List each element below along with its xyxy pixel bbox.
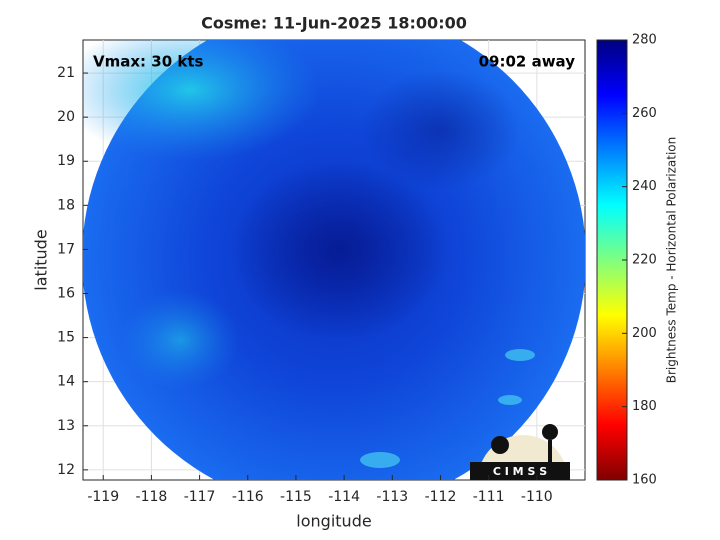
y-tick-label: 20 bbox=[57, 109, 75, 125]
x-tick-label: -114 bbox=[328, 489, 360, 505]
logo: C I M S S bbox=[470, 424, 570, 480]
x-tick-label: -113 bbox=[376, 489, 408, 505]
annotation: Vmax: 30 kts bbox=[93, 53, 203, 71]
x-tick-label: -116 bbox=[232, 489, 264, 505]
y-tick-label: 17 bbox=[57, 241, 75, 257]
annotation: 09:02 away bbox=[479, 53, 576, 71]
colorbar-label: Brightness Temp - Horizontal Polarizatio… bbox=[665, 137, 679, 384]
x-tick-label: -110 bbox=[521, 489, 553, 505]
x-tick-label: -115 bbox=[280, 489, 312, 505]
x-axis-label: longitude bbox=[296, 512, 371, 531]
colorbar-tick-label: 280 bbox=[632, 33, 657, 48]
x-tick-label: -112 bbox=[425, 489, 457, 505]
x-tick-label: -118 bbox=[136, 489, 168, 505]
x-tick-label: -119 bbox=[87, 489, 119, 505]
colorbar-tick-label: 240 bbox=[632, 179, 657, 194]
y-tick-label: 12 bbox=[57, 462, 75, 478]
logo-text: C I M S S bbox=[493, 465, 547, 478]
colorbar-tick-label: 200 bbox=[632, 326, 657, 341]
colorbar-tick-label: 220 bbox=[632, 253, 657, 268]
x-tick-label: -111 bbox=[473, 489, 505, 505]
colorbar-tick-label: 180 bbox=[632, 399, 657, 414]
y-axis-label: latitude bbox=[32, 229, 51, 290]
colorbar-tick-label: 260 bbox=[632, 106, 657, 121]
swath-image bbox=[83, 40, 585, 480]
y-tick-label: 13 bbox=[57, 418, 75, 434]
y-tick-label: 14 bbox=[57, 374, 75, 390]
y-tick-label: 18 bbox=[57, 197, 75, 213]
x-tick-label: -117 bbox=[184, 489, 216, 505]
y-tick-label: 21 bbox=[57, 65, 75, 81]
y-tick-label: 19 bbox=[57, 153, 75, 169]
colorbar-tick-label: 160 bbox=[632, 473, 657, 488]
y-tick-label: 15 bbox=[57, 330, 75, 346]
chart-title: Cosme: 11-Jun-2025 18:00:00 bbox=[201, 14, 467, 33]
y-tick-label: 16 bbox=[57, 286, 75, 302]
